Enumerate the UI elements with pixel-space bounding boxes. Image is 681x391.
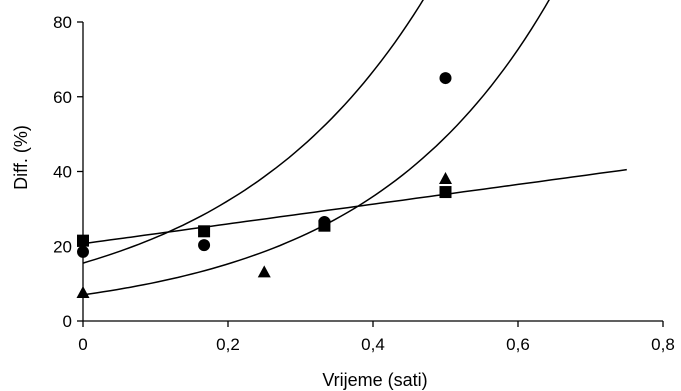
data-point-square	[77, 234, 89, 247]
y-tick-label: 40	[53, 163, 72, 182]
data-point-square	[318, 219, 331, 232]
y-tick-label: 20	[53, 237, 72, 256]
data-points	[76, 72, 452, 298]
fit-line-triangle	[82, 0, 550, 296]
y-tick-label: 0	[63, 312, 72, 331]
data-point-circle	[198, 239, 211, 252]
fit-line-square	[82, 168, 627, 245]
x-tick-label: 0,4	[361, 335, 385, 354]
y-tick-label: 60	[53, 88, 72, 107]
data-point-square	[198, 225, 211, 238]
fit-lines	[82, 0, 627, 296]
data-point-triangle	[76, 285, 90, 298]
y-tick-label: 80	[53, 13, 72, 32]
x-tick-label: 0,2	[216, 335, 240, 354]
data-point-circle	[77, 245, 89, 258]
x-axis-title: Vrijeme (sati)	[322, 370, 427, 390]
data-point-triangle	[257, 265, 271, 278]
y-axis-ticks: 0 20 40 60 80	[53, 13, 83, 331]
fit-line-circle	[82, 0, 424, 264]
data-point-circle	[439, 72, 452, 85]
data-point-square	[439, 186, 452, 199]
y-axis-title: Diff. (%)	[11, 125, 31, 190]
data-point-triangle	[439, 171, 452, 184]
x-tick-label: 0,6	[506, 335, 530, 354]
x-tick-label: 0	[78, 335, 87, 354]
x-axis-ticks: 0 0,2 0,4 0,6 0,8	[78, 321, 675, 354]
x-tick-label: 0,8	[651, 335, 675, 354]
